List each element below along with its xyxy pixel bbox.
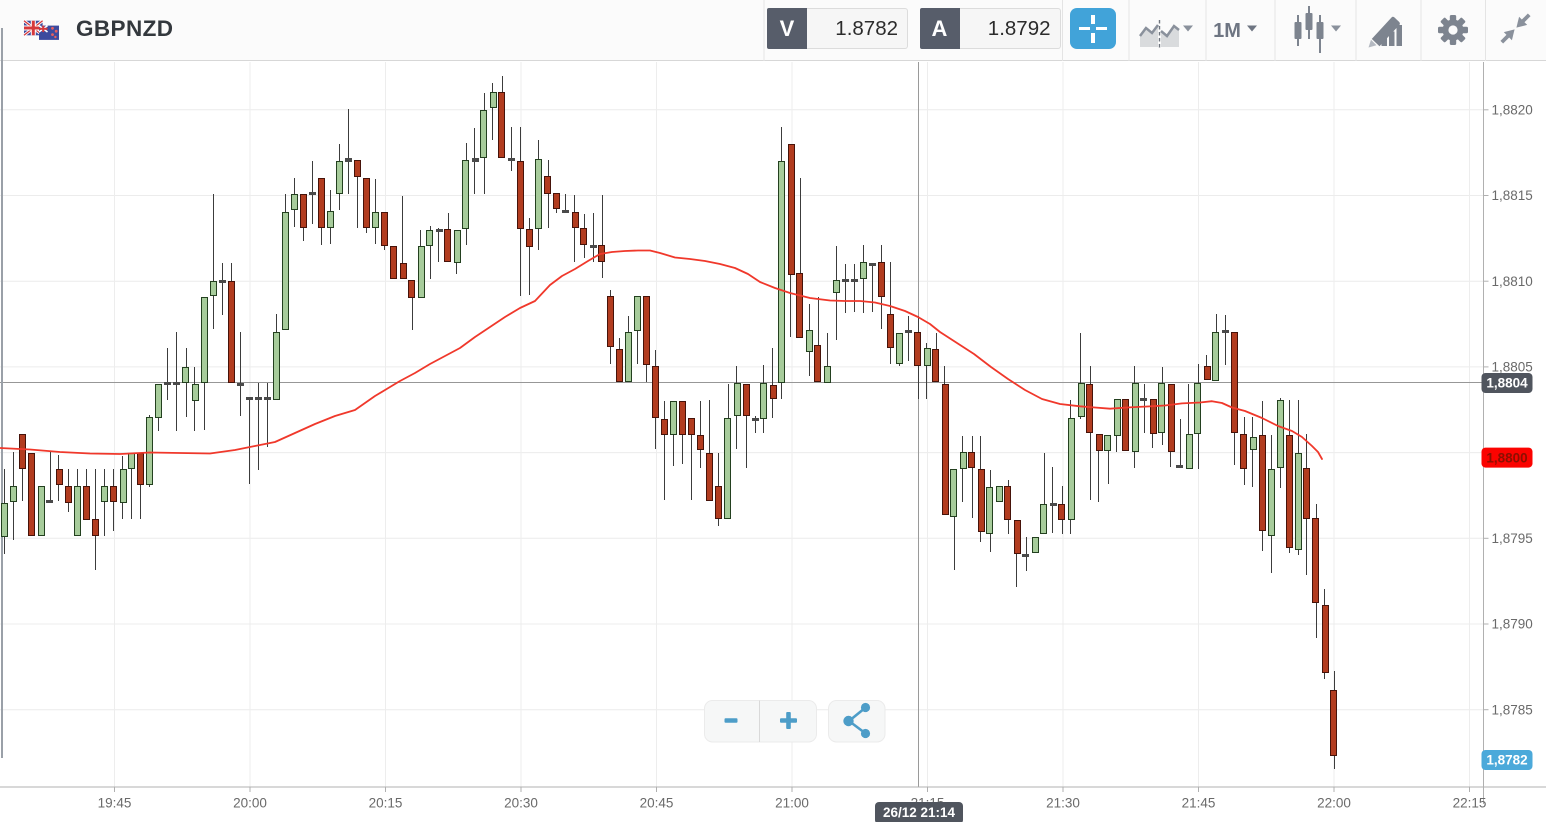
svg-text:1,8795: 1,8795 [1492, 531, 1533, 546]
svg-text:1,8800: 1,8800 [1486, 450, 1527, 465]
svg-text:21:45: 21:45 [1182, 796, 1216, 811]
svg-text:1,8815: 1,8815 [1492, 188, 1533, 203]
svg-text:20:45: 20:45 [640, 796, 674, 811]
svg-text:1,8790: 1,8790 [1492, 617, 1533, 632]
svg-text:20:15: 20:15 [369, 796, 403, 811]
svg-text:1,8820: 1,8820 [1492, 103, 1533, 118]
svg-text:21:00: 21:00 [775, 796, 809, 811]
svg-text:20:30: 20:30 [504, 796, 538, 811]
svg-text:1,8782: 1,8782 [1486, 753, 1527, 768]
svg-text:1M: 1M [1213, 20, 1241, 42]
svg-text:22:15: 22:15 [1453, 796, 1487, 811]
svg-text:1,8810: 1,8810 [1492, 274, 1533, 289]
svg-text:1,8804: 1,8804 [1486, 376, 1528, 391]
svg-text:1,8805: 1,8805 [1492, 360, 1533, 375]
svg-text:20:00: 20:00 [233, 796, 267, 811]
svg-text:19:45: 19:45 [98, 796, 132, 811]
svg-text:1,8785: 1,8785 [1492, 702, 1533, 717]
svg-text:21:30: 21:30 [1046, 796, 1080, 811]
svg-text:22:00: 22:00 [1317, 796, 1351, 811]
svg-text:26/12 21:14: 26/12 21:14 [883, 805, 956, 820]
